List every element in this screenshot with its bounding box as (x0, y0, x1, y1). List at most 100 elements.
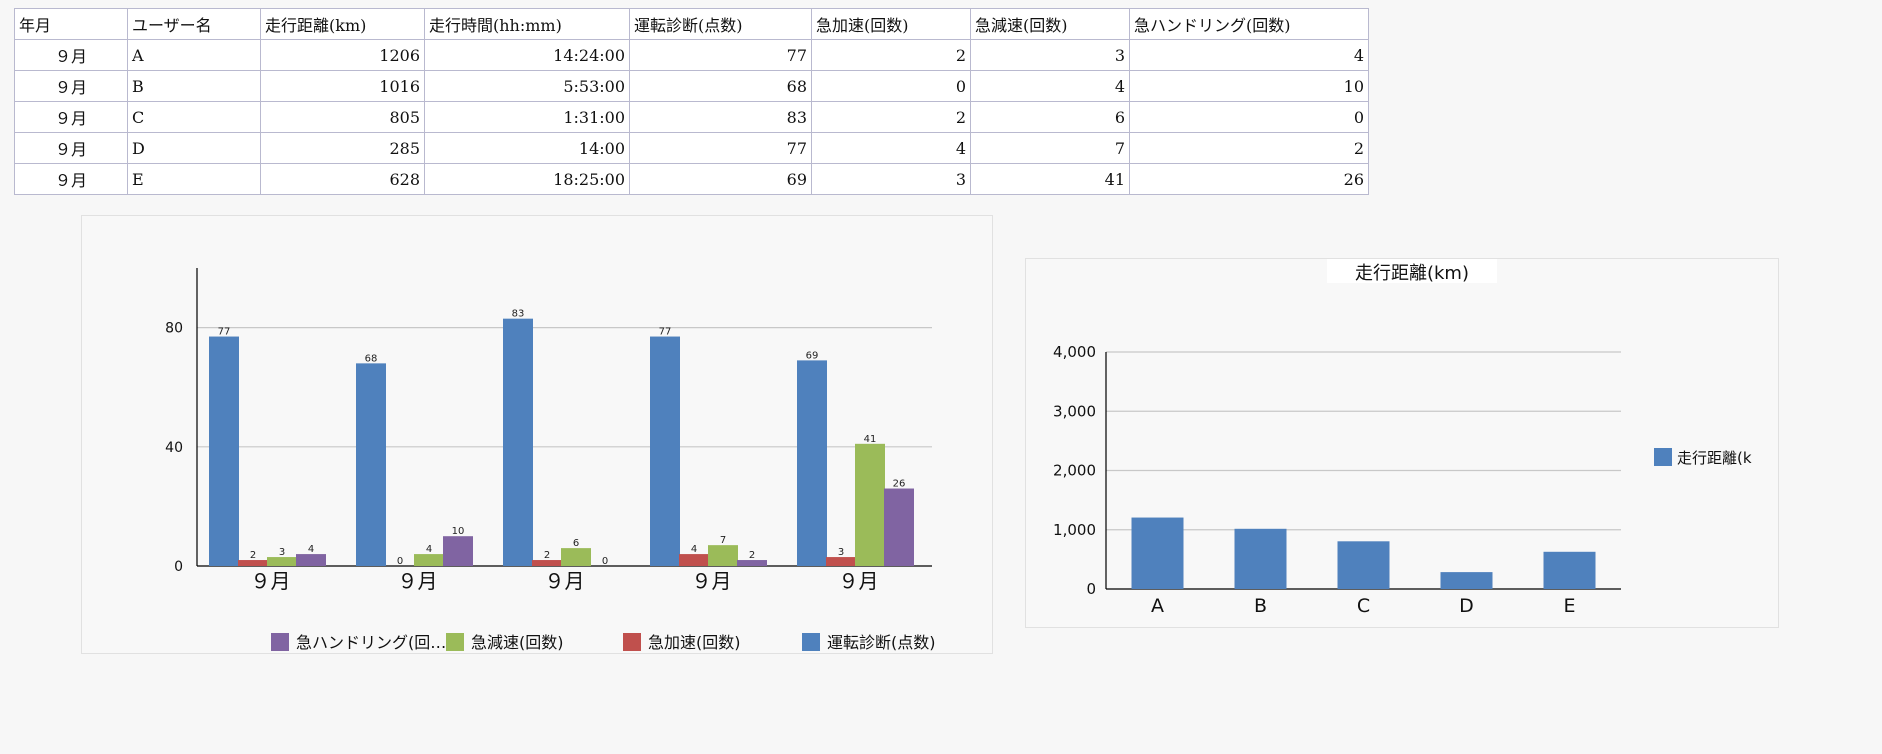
bar (1337, 541, 1390, 589)
y-tick-label: 40 (165, 440, 183, 456)
table-row: ９月 C 805 1:31:00 83 2 6 0 (14, 101, 1369, 133)
data-label: 4 (308, 544, 314, 555)
table-cell: ９月 (14, 163, 128, 195)
bar (884, 488, 914, 566)
table-cell: C (127, 101, 261, 133)
bar (650, 336, 680, 566)
y-tick-label: 2,000 (1053, 462, 1096, 480)
x-tick-label: A (1151, 595, 1164, 617)
legend-swatch (623, 633, 641, 651)
bar (209, 336, 239, 566)
table-cell: ９月 (14, 70, 128, 102)
column-header: ユーザー名 (127, 8, 261, 40)
legend-swatch (446, 633, 464, 651)
table-cell: 285 (260, 132, 425, 164)
data-label: 6 (573, 538, 579, 549)
table-cell: 2 (1129, 132, 1369, 164)
y-tick-label: 0 (174, 559, 183, 575)
table-cell: 68 (629, 70, 812, 102)
data-label: 26 (893, 479, 906, 490)
data-label: 77 (659, 327, 672, 338)
table-cell: 2 (811, 101, 971, 133)
data-label: 3 (279, 547, 285, 558)
bar (855, 443, 885, 566)
table-cell: 14:00 (424, 132, 630, 164)
distance-chart-svg: 走行距離(km) 0 1,000 2,000 3,000 4,000 A B C D E 走行距離(k (1053, 259, 1752, 617)
table-header-row: 年月 ユーザー名 走行距離(km) 走行時間(hh:mm) 運転診断(点数) 急… (14, 8, 1369, 40)
table-row: ９月 A 1206 14:24:00 77 2 3 4 (14, 39, 1369, 71)
table-cell: A (127, 39, 261, 71)
data-label: 4 (691, 544, 697, 555)
x-tick-label: ９月 (398, 569, 438, 593)
bar (356, 363, 386, 566)
table-cell: 3 (811, 163, 971, 195)
table-cell: 1206 (260, 39, 425, 71)
legend-label: 急減速(回数) (471, 633, 564, 652)
table-row: ９月 E 628 18:25:00 69 3 41 26 (14, 163, 1369, 195)
bar (708, 545, 738, 566)
table-cell: 77 (629, 132, 812, 164)
legend-swatch (271, 633, 289, 651)
y-tick-label: 4,000 (1053, 343, 1096, 361)
bar (1131, 517, 1184, 589)
legend-label: 走行距離(k (1677, 449, 1752, 467)
table-cell: 83 (629, 101, 812, 133)
legend-label: 急加速(回数) (648, 633, 741, 652)
x-tick-label: ９月 (251, 569, 291, 593)
data-label: 7 (720, 535, 726, 546)
x-tick-label: B (1254, 595, 1267, 617)
table-cell: 628 (260, 163, 425, 195)
table-cell: E (127, 163, 261, 195)
bar (679, 554, 709, 566)
column-header: 急減速(回数) (970, 8, 1130, 40)
table-cell: ９月 (14, 39, 128, 71)
bar (503, 318, 533, 566)
data-label: 0 (397, 556, 403, 567)
table-cell: 4 (970, 70, 1130, 102)
bar (826, 557, 856, 566)
table-cell: 5:53:00 (424, 70, 630, 102)
table-cell: 3 (970, 39, 1130, 71)
data-label: 3 (838, 547, 844, 558)
table-cell: 14:24:00 (424, 39, 630, 71)
table-row: ９月 D 285 14:00 77 4 7 2 (14, 132, 1369, 164)
data-label: 83 (512, 309, 525, 320)
legend-swatch (1654, 448, 1672, 466)
bar (1440, 572, 1493, 589)
table-cell: 69 (629, 163, 812, 195)
bar (414, 554, 444, 566)
bar (238, 560, 268, 566)
table-cell: ９月 (14, 132, 128, 164)
column-header: 急ハンドリング(回数) (1129, 8, 1369, 40)
legend-label: 急ハンドリング(回… (296, 633, 446, 652)
table-row: ９月 B 1016 5:53:00 68 0 4 10 (14, 70, 1369, 102)
table-cell: 10 (1129, 70, 1369, 102)
driving-diagnosis-chart: 0 40 80 77 2 3 4 ９月 68 0 4 10 ９月 83 2 6 0 ９月 77 4 7 2 ９月 69 3 41 2… (81, 215, 993, 654)
bar (443, 536, 473, 566)
x-tick-label: ９月 (839, 569, 879, 593)
bar (296, 554, 326, 566)
column-header: 年月 (14, 8, 128, 40)
column-header: 運転診断(点数) (629, 8, 812, 40)
table-cell: 0 (1129, 101, 1369, 133)
table-cell: 4 (1129, 39, 1369, 71)
legend-swatch (802, 633, 820, 651)
bar (1543, 551, 1596, 589)
data-table: 年月 ユーザー名 走行距離(km) 走行時間(hh:mm) 運転診断(点数) 急… (14, 8, 1369, 195)
data-label: 2 (544, 550, 550, 561)
bar (797, 360, 827, 566)
table-cell: 0 (811, 70, 971, 102)
bar (1234, 528, 1287, 589)
table-cell: 77 (629, 39, 812, 71)
distance-chart: 走行距離(km) 0 1,000 2,000 3,000 4,000 A B C D E 走行距離(k (1025, 258, 1779, 628)
table-cell: 18:25:00 (424, 163, 630, 195)
bar (737, 560, 767, 566)
column-header: 走行時間(hh:mm) (424, 8, 630, 40)
x-tick-label: C (1357, 595, 1370, 617)
data-label: 2 (749, 550, 755, 561)
bar (532, 560, 562, 566)
table-cell: B (127, 70, 261, 102)
y-tick-label: 3,000 (1053, 402, 1096, 420)
data-label: 2 (250, 550, 256, 561)
